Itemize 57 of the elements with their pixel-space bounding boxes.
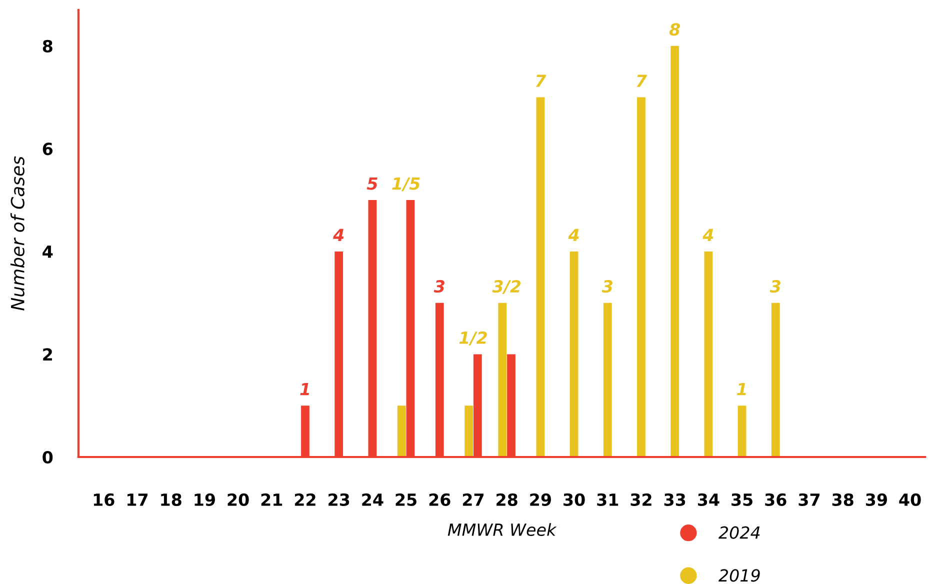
x-tick-label: 32 [630,493,652,506]
data-label: 1 [736,383,746,396]
bar [603,302,612,457]
data-label: 3 [602,280,612,293]
bar [704,251,713,457]
x-tick-label: 27 [462,493,484,506]
annotation: 3/2 [492,280,521,294]
x-tick-label: 28 [496,493,518,506]
y-axis-title: Number of Cases [10,156,24,310]
data-label: 4 [568,228,579,242]
y-tick-label: 6 [42,142,53,156]
x-tick-label: 22 [294,493,316,506]
bar [464,406,474,457]
annotation: 1/5 [392,177,420,192]
x-tick-label: 39 [866,493,887,506]
bar [670,46,680,457]
x-tick-label: 31 [597,493,618,506]
data-label: 3 [434,280,444,293]
x-tick-label: 38 [832,493,854,506]
x-tick-label: 20 [228,493,249,506]
data-label: 1 [300,383,310,396]
bar [637,97,646,457]
x-tick-label: 21 [261,493,282,506]
legend-label: 2024 [718,526,760,539]
y-tick-label: 4 [42,246,53,258]
data-label: 5 [366,177,378,190]
x-tick-label: 36 [765,493,786,506]
x-tick-label: 16 [94,493,114,506]
x-tick-label: 30 [564,493,585,506]
legend-label: 2019 [718,569,760,582]
data-label: 3 [770,280,780,293]
x-tick-label: 24 [362,493,384,506]
x-tick-label: 40 [899,493,921,506]
data-label: 4 [333,228,344,242]
annotation: 1/2 [459,331,487,346]
x-tick-label: 37 [798,493,820,506]
y-tick-label: 2 [43,348,52,361]
data-label: 8 [669,23,680,36]
x-tick-label: 19 [194,493,215,506]
x-tick-label: 23 [328,493,350,506]
x-tick-label: 29 [530,493,551,506]
bar [397,406,406,457]
data-label: 7 [536,74,546,87]
x-tick-label: 26 [429,493,450,506]
x-tick-label: 25 [396,493,416,506]
data-label: 7 [636,74,647,87]
bar [738,406,746,457]
bar [498,302,507,457]
x-tick-label: 33 [664,493,686,506]
x-tick-label: 34 [698,493,720,506]
data-label: 4 [702,228,714,242]
x-tick-label: 17 [128,494,148,506]
y-tick-label: 8 [42,40,52,52]
y-tick-label: 0 [42,450,53,464]
x-tick-label: 18 [161,493,182,506]
x-tick-label: 35 [732,493,752,506]
x-axis-title: MMWR Week [448,523,557,536]
